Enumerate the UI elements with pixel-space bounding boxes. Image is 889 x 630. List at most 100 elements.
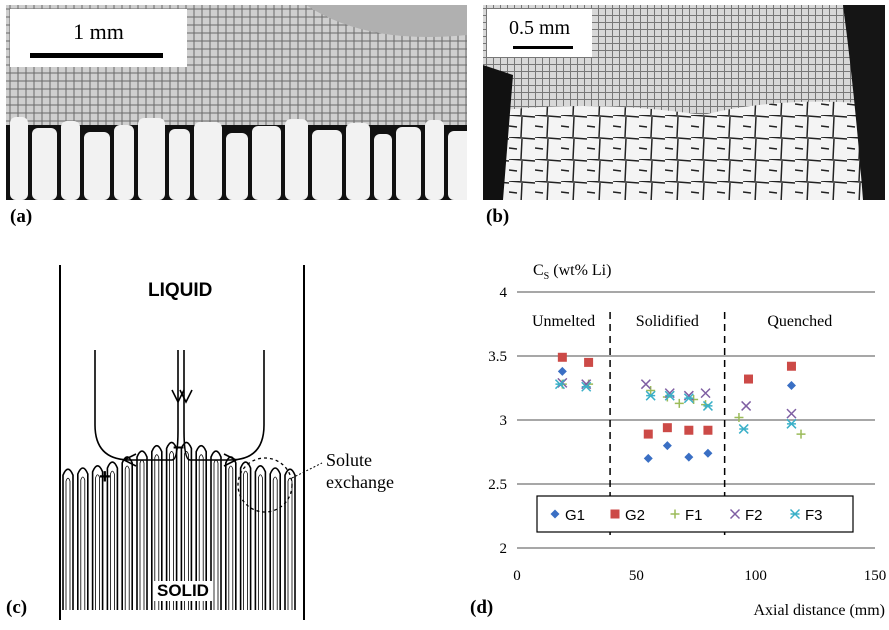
data-point-g2	[662, 423, 672, 433]
dendrite-arm	[62, 468, 74, 610]
grain	[61, 121, 80, 200]
scale-box-a: 1 mm	[10, 9, 187, 67]
panel-label-d: (d)	[470, 597, 494, 618]
data-point-f1	[646, 386, 656, 396]
data-point-g2	[557, 352, 567, 362]
data-point-g1	[557, 366, 567, 376]
label-minus: –	[173, 436, 185, 458]
data-point-g2	[786, 361, 796, 371]
dendrite-core	[213, 459, 219, 610]
dendrite-arm	[254, 465, 267, 610]
dendrite-arm	[284, 468, 296, 610]
legend-box	[536, 495, 854, 533]
label-liquid: LIQUID	[148, 280, 213, 301]
dendrite-arm	[239, 461, 252, 610]
legend-label: G2	[625, 507, 645, 524]
chart-d: 2 2.5 3 3.5 4 0 50 100 150 Unmelted Solidified Quen…	[455, 250, 889, 625]
region-label: Solidified	[636, 313, 699, 330]
dendrite-core	[287, 477, 293, 610]
ylabel-rest: (wt% Li)	[549, 262, 612, 279]
grain	[285, 119, 308, 200]
grain	[448, 131, 467, 200]
scale-bar-b	[513, 46, 573, 49]
dendrite-arm	[121, 456, 133, 610]
data-point-f2	[786, 408, 797, 419]
dendrite-core	[110, 470, 115, 610]
legend-marker-f2	[729, 508, 741, 520]
dendrite-core	[228, 465, 234, 610]
dendrite-arm	[225, 456, 237, 610]
legend-marker-f1	[670, 509, 680, 519]
region-label: Quenched	[767, 313, 832, 330]
annotation-leader	[291, 462, 323, 479]
scale-label-a: 1 mm	[73, 19, 124, 44]
dendrite-arm	[106, 461, 119, 610]
x-tick-label: 100	[744, 568, 767, 584]
chart-d-svg: 2 2.5 3 3.5 4 0 50 100 150 Unmelted Solidified Quen…	[488, 285, 887, 584]
legend-marker-f3	[789, 508, 801, 520]
data-point-f1	[734, 412, 744, 422]
x-tick-label: 50	[629, 568, 644, 584]
scale-bar-a	[30, 53, 163, 58]
micrograph-a-image	[6, 5, 467, 200]
y-tick-label: 3.5	[488, 349, 507, 365]
data-point-f1	[796, 429, 806, 439]
data-point-f3	[738, 423, 749, 434]
grain	[252, 126, 281, 200]
data-point-g1	[662, 441, 672, 451]
data-point-g1	[786, 380, 796, 390]
data-point-g1	[684, 452, 694, 462]
legend-label: F1	[685, 507, 703, 524]
grain	[169, 129, 190, 200]
y-tick-label: 2	[500, 541, 508, 557]
dendrite-arm	[151, 444, 163, 610]
annotation-solute: Solute	[326, 450, 373, 470]
grain	[84, 132, 110, 200]
data-point-g1	[703, 448, 713, 458]
dendrite-core	[243, 470, 248, 610]
data-point-g2	[744, 374, 754, 384]
dendrite-core	[124, 465, 130, 610]
dendrite-core	[95, 474, 100, 610]
schematic-c: LIQUID SOLID + – Solute exchange	[0, 250, 450, 625]
chart-ylabel: CS (wt% Li)	[533, 262, 611, 282]
grain	[226, 133, 248, 200]
legend-marker-g1	[550, 509, 560, 519]
x-tick-label: 0	[513, 568, 521, 584]
grain	[32, 128, 57, 200]
scale-label-b: 0.5 mm	[508, 17, 571, 39]
data-point-f3	[786, 418, 797, 429]
grain	[114, 125, 134, 200]
x-tick-label: 150	[864, 568, 887, 584]
grain	[396, 127, 421, 200]
label-solid: SOLID	[154, 581, 212, 601]
dendrite-core	[184, 451, 189, 610]
grain	[346, 123, 370, 200]
data-point-f2	[557, 377, 568, 388]
ylabel-main: C	[533, 262, 544, 279]
y-tick-label: 3	[500, 413, 508, 429]
data-point-f2	[700, 388, 711, 399]
data-point-f3	[683, 393, 694, 404]
grain	[312, 130, 342, 200]
panel-label-c: (c)	[6, 597, 28, 618]
dendrite-arm	[195, 444, 207, 610]
panel-label-b: (b)	[486, 206, 510, 227]
data-point-g2	[684, 425, 694, 435]
ylabel-sub: S	[543, 271, 550, 283]
micrograph-b: 0.5 mm	[483, 5, 885, 200]
data-point-g2	[703, 425, 713, 435]
dendrite-arm	[269, 467, 281, 610]
data-point-f3	[554, 379, 565, 390]
data-point-f2	[640, 379, 651, 390]
dendrite-arm	[91, 465, 104, 610]
data-point-f3	[645, 390, 656, 401]
dendrite-arm	[136, 450, 148, 610]
dendrite-arm	[210, 450, 222, 610]
y-tick-label: 2.5	[488, 477, 507, 493]
panel-label-a: (a)	[10, 206, 33, 227]
grain	[10, 117, 28, 200]
legend-label: G1	[565, 507, 585, 524]
dendrite-core	[198, 454, 204, 610]
region-label: Unmelted	[532, 313, 595, 330]
